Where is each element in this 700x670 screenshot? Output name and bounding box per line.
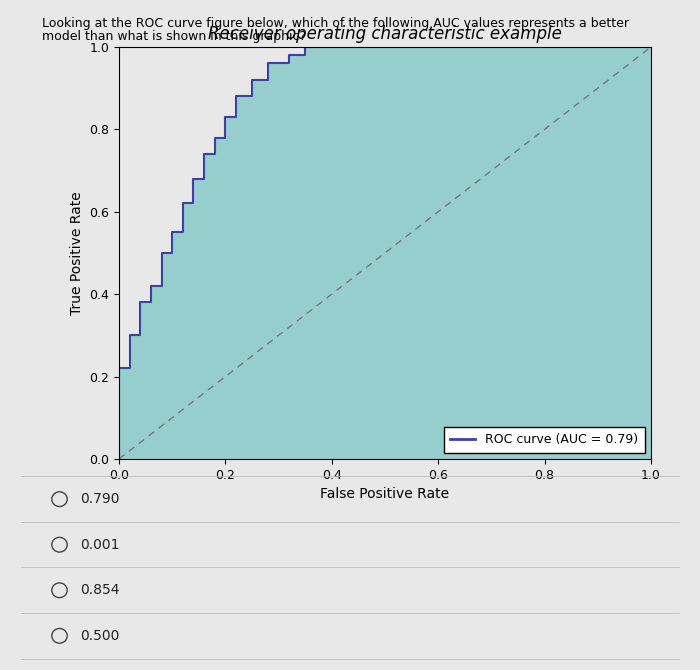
Line: ROC curve (AUC = 0.79): ROC curve (AUC = 0.79) bbox=[119, 47, 651, 459]
ROC curve (AUC = 0.79) bbox=[221, 133, 230, 141]
ROC curve (AUC = 0.79) bbox=[200, 175, 209, 183]
ROC curve (AUC = 0.79) bbox=[147, 298, 155, 306]
ROC curve (AUC = 0.79) bbox=[301, 51, 309, 59]
Text: model than what is shown in this graphic?: model than what is shown in this graphic… bbox=[42, 30, 306, 43]
ROC curve (AUC = 0.79) bbox=[248, 92, 256, 100]
ROC curve (AUC = 0.79) bbox=[285, 51, 293, 59]
ROC curve (AUC = 0.79) bbox=[285, 60, 293, 68]
Y-axis label: True Positive Rate: True Positive Rate bbox=[70, 191, 84, 315]
ROC curve (AUC = 0.79) bbox=[189, 175, 197, 183]
ROC curve (AUC = 0.79) bbox=[248, 76, 256, 84]
ROC curve (AUC = 0.79) bbox=[211, 150, 219, 158]
ROC curve (AUC = 0.79) bbox=[178, 200, 187, 208]
ROC curve (AUC = 0.79) bbox=[147, 282, 155, 290]
Title: Receiver operating characteristic example: Receiver operating characteristic exampl… bbox=[208, 25, 562, 43]
X-axis label: False Positive Rate: False Positive Rate bbox=[321, 487, 449, 501]
ROC curve (AUC = 0.79) bbox=[125, 364, 134, 373]
Legend: ROC curve (AUC = 0.79): ROC curve (AUC = 0.79) bbox=[444, 427, 645, 453]
ROC curve (AUC = 0.79) bbox=[158, 249, 166, 257]
ROC curve (AUC = 0.79) bbox=[211, 133, 219, 141]
Text: 0.854: 0.854 bbox=[80, 584, 120, 597]
ROC curve (AUC = 0.79) bbox=[232, 92, 240, 100]
ROC curve (AUC = 0.79) bbox=[301, 43, 309, 51]
ROC curve (AUC = 0.79) bbox=[158, 282, 166, 290]
Text: 0.790: 0.790 bbox=[80, 492, 120, 506]
ROC curve (AUC = 0.79) bbox=[221, 113, 230, 121]
ROC curve (AUC = 0.79) bbox=[168, 249, 176, 257]
ROC curve (AUC = 0.79) bbox=[125, 332, 134, 340]
ROC curve (AUC = 0.79) bbox=[168, 228, 176, 237]
Text: Looking at the ROC curve figure below, which of the following AUC values represe: Looking at the ROC curve figure below, w… bbox=[42, 17, 629, 29]
Text: 0.001: 0.001 bbox=[80, 538, 120, 551]
ROC curve (AUC = 0.79) bbox=[178, 228, 187, 237]
ROC curve (AUC = 0.79) bbox=[136, 332, 144, 340]
ROC curve (AUC = 0.79) bbox=[136, 298, 144, 306]
ROC curve (AUC = 0.79) bbox=[264, 60, 272, 68]
ROC curve (AUC = 0.79) bbox=[264, 76, 272, 84]
Text: 0.500: 0.500 bbox=[80, 629, 120, 643]
ROC curve (AUC = 0.79) bbox=[647, 43, 655, 51]
ROC curve (AUC = 0.79) bbox=[115, 455, 123, 463]
ROC curve (AUC = 0.79) bbox=[200, 150, 209, 158]
ROC curve (AUC = 0.79) bbox=[189, 200, 197, 208]
ROC curve (AUC = 0.79) bbox=[232, 113, 240, 121]
ROC curve (AUC = 0.79) bbox=[115, 364, 123, 373]
